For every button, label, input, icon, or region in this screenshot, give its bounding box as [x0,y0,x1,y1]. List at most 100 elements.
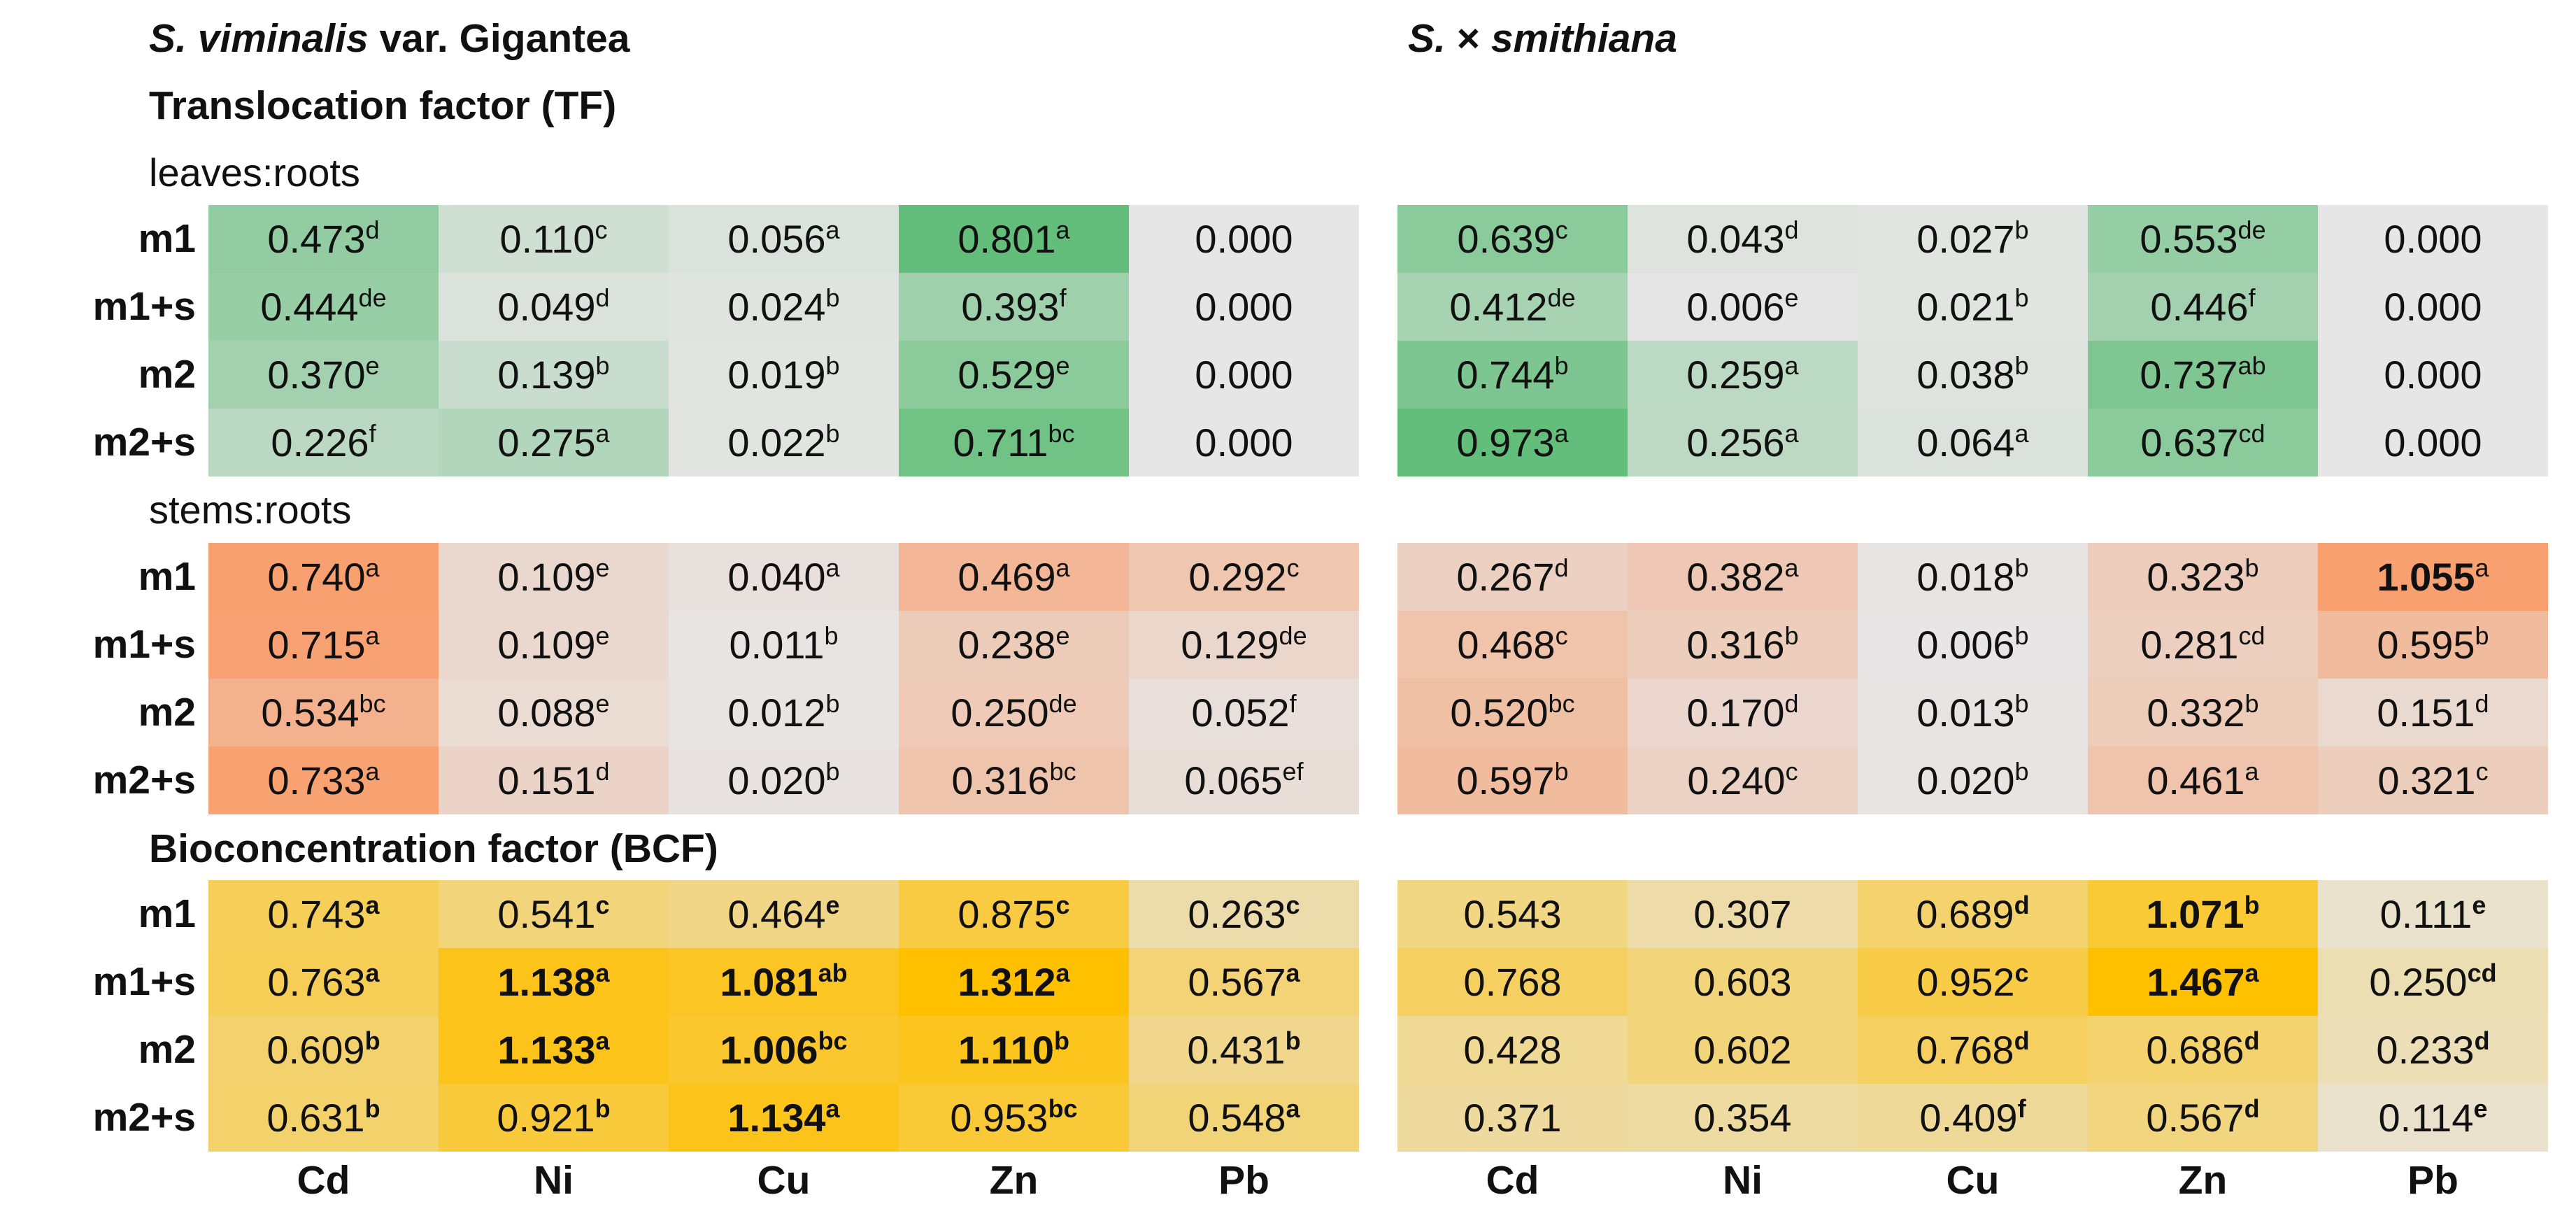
row-label-m2: m2 [138,1027,196,1072]
cell-value: 1.055 [2377,555,2475,599]
heatmap-cell: 0.370e [208,341,439,409]
cell-value: 0.464 [727,892,826,936]
row-label-m1-plus-s: m1+s [92,284,196,329]
heatmap-cell: 1.138a [439,948,669,1016]
cell-value: 0.021 [1916,285,2015,329]
cell-value: 0.973 [1456,420,1555,465]
significance-letter: b [1554,757,1569,786]
cell-value: 0.875 [958,892,1056,936]
significance-letter: c [1286,891,1300,919]
cell-value: 0.431 [1187,1028,1286,1072]
row-label-m2-plus-s: m2+s [92,758,196,803]
heatmap-cell: 0.000 [1129,273,1359,341]
heatmap-cell: 0.529e [899,341,1129,409]
species-name-left-variety: var. Gigantea [379,16,630,61]
heatmap-cell: 0.012b [669,679,899,747]
row-label-m2: m2 [138,352,196,397]
cell-value: 0.307 [1693,892,1792,936]
cell-value: 0.250 [2369,960,2468,1004]
significance-letter: b [824,621,839,650]
cell-value: 0.595 [2377,623,2475,667]
cell-value: 0.000 [2384,217,2482,261]
cell-value: 0.013 [1916,691,2015,735]
tf-section-title: Translocation factor (TF) [149,83,617,128]
cell-value: 0.321 [2377,758,2476,803]
significance-letter: a [595,1026,610,1055]
cell-value: 0.921 [497,1096,595,1140]
cell-value: 0.323 [2147,555,2245,599]
significance-letter: f [2248,283,2256,312]
leaves-roots-label: leaves:roots [149,150,360,195]
heatmap-cell: 0.354 [1628,1084,1858,1152]
heatmap-cell: 0.689d [1858,880,2088,948]
significance-letter: c [1055,891,1070,919]
heatmap-cell: 0.018b [1858,543,2088,611]
cell-value: 0.686 [2146,1028,2244,1072]
cell-value: 0.049 [497,285,596,329]
heatmap-cell: 0.412de [1397,273,1628,341]
cell-value: 0.233 [2376,1028,2475,1072]
significance-letter: c [1555,215,1568,244]
heatmap-cell: 0.000 [1129,341,1359,409]
significance-letter: d [2244,1026,2260,1055]
cell-value: 0.740 [267,555,366,599]
row-label-m1-plus-s: m1+s [92,959,196,1004]
heatmap-cell: 1.134a [669,1084,899,1152]
column-label-zn-right: Zn [2178,1158,2228,1203]
significance-letter: a [2475,553,2489,582]
significance-letter: a [1286,1094,1300,1123]
cell-value: 1.134 [727,1096,826,1140]
significance-letter: b [364,1094,380,1123]
significance-letter: b [364,1026,380,1055]
significance-letter: d [1554,553,1569,582]
heatmap-cell: 0.056a [669,205,899,273]
heatmap-cell: 0.431b [1129,1016,1359,1084]
significance-letter: e [2473,1094,2488,1123]
cell-value: 0.446 [2150,285,2249,329]
cell-value: 0.052 [1191,691,1290,735]
significance-letter: bc [1049,757,1076,786]
cell-value: 0.768 [1916,1028,2014,1072]
column-label-ni-left: Ni [534,1158,574,1203]
heatmap-cell: 1.055a [2318,543,2548,611]
heatmap-cell: 0.000 [1129,205,1359,273]
significance-letter: c [2014,959,2029,987]
heatmap-cell: 0.461a [2088,747,2318,814]
heatmap-cell: 0.238e [899,611,1129,679]
heatmap-cell: 0.233d [2318,1016,2548,1084]
heatmap-cell: 0.267d [1397,543,1628,611]
cell-value: 0.316 [1686,623,1785,667]
significance-letter: bc [1048,1094,1078,1123]
heatmap-cell: 0.711bc [899,409,1129,476]
significance-letter: b [2014,351,2029,380]
significance-letter: c [1555,621,1568,650]
heatmap-cell: 0.473d [208,205,439,273]
significance-letter: b [1784,621,1799,650]
significance-letter: a [1784,351,1799,380]
significance-letter: de [1547,283,1576,312]
significance-letter: b [2014,215,2029,244]
cell-value: 0.259 [1686,353,1785,397]
cell-value: 0.543 [1463,892,1562,936]
cell-value: 0.226 [271,420,369,465]
heatmap-cell: 0.151d [439,747,669,814]
cell-value: 0.637 [2140,420,2239,465]
significance-letter: a [1286,959,1300,987]
significance-letter: a [365,891,380,919]
cell-value: 0.602 [1693,1028,1792,1072]
heatmap-cell: 0.275a [439,409,669,476]
significance-letter: f [1059,283,1067,312]
significance-letter: a [1784,419,1799,448]
heatmap-cell: 0.597b [1397,747,1628,814]
cell-value: 0.263 [1188,892,1286,936]
significance-letter: a [1784,553,1799,582]
heatmap-cell: 0.321c [2318,747,2548,814]
heatmap-cell: 0.000 [2318,341,2548,409]
significance-letter: a [365,553,380,582]
cell-value: 0.743 [267,892,366,936]
cell-value: 1.071 [2146,892,2244,936]
cell-value: 1.133 [497,1028,596,1072]
significance-letter: a [825,553,840,582]
significance-letter: a [365,757,380,786]
heatmap-cell: 0.743a [208,880,439,948]
